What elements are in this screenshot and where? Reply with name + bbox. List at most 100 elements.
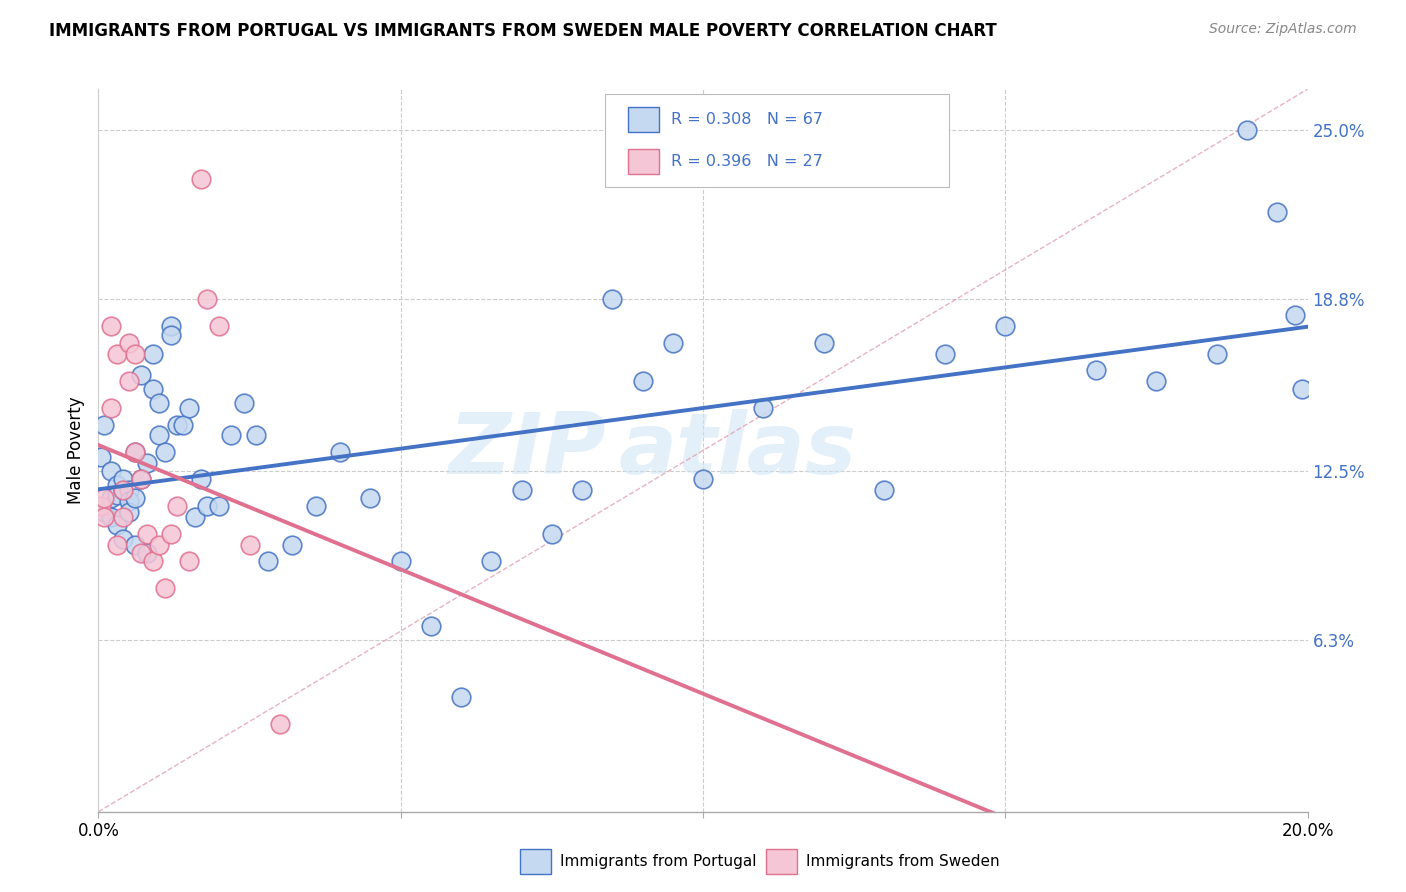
Point	[129, 546, 152, 560]
Point	[571, 483, 593, 497]
Point	[281, 537, 304, 551]
Point	[813, 335, 835, 350]
Point	[160, 526, 183, 541]
Point	[105, 488, 128, 502]
Point	[540, 526, 562, 541]
Text: R = 0.396   N = 27: R = 0.396 N = 27	[671, 154, 823, 169]
Text: ZIP: ZIP	[449, 409, 606, 492]
Point	[481, 554, 503, 568]
Point	[118, 505, 141, 519]
Point	[1144, 374, 1167, 388]
Point	[111, 483, 134, 497]
Point	[153, 445, 176, 459]
Point	[135, 456, 157, 470]
Point	[135, 526, 157, 541]
Point	[420, 619, 443, 633]
Point	[661, 335, 683, 350]
Text: Immigrants from Sweden: Immigrants from Sweden	[806, 855, 1000, 869]
Point	[142, 346, 165, 360]
Point	[105, 537, 128, 551]
Point	[934, 346, 956, 360]
Point	[105, 518, 128, 533]
Point	[111, 510, 134, 524]
Point	[450, 690, 472, 705]
Point	[111, 472, 134, 486]
Point	[1284, 309, 1306, 323]
Point	[124, 491, 146, 505]
Point	[184, 510, 207, 524]
Point	[208, 319, 231, 334]
Point	[752, 401, 775, 416]
Text: R = 0.308   N = 67: R = 0.308 N = 67	[671, 112, 823, 127]
Text: atlas: atlas	[619, 409, 856, 492]
Point	[389, 554, 412, 568]
Point	[100, 401, 122, 416]
Point	[873, 483, 896, 497]
Point	[111, 483, 134, 497]
Point	[148, 396, 170, 410]
Point	[179, 401, 201, 416]
Point	[100, 319, 122, 334]
Point	[93, 491, 115, 505]
Point	[90, 500, 112, 514]
Point	[148, 537, 170, 551]
Text: IMMIGRANTS FROM PORTUGAL VS IMMIGRANTS FROM SWEDEN MALE POVERTY CORRELATION CHAR: IMMIGRANTS FROM PORTUGAL VS IMMIGRANTS F…	[49, 22, 997, 40]
Point	[160, 319, 183, 334]
Point	[692, 472, 714, 486]
Point	[179, 554, 201, 568]
Point	[105, 477, 128, 491]
Point	[100, 510, 122, 524]
Point	[124, 445, 146, 459]
Point	[239, 537, 262, 551]
Y-axis label: Male Poverty: Male Poverty	[66, 397, 84, 504]
Point	[100, 464, 122, 478]
Point	[129, 472, 152, 486]
Point	[602, 292, 624, 306]
Point	[148, 428, 170, 442]
Point	[124, 445, 146, 459]
Point	[195, 292, 218, 306]
Point	[190, 472, 212, 486]
Point	[510, 483, 533, 497]
Point	[124, 537, 146, 551]
Point	[208, 500, 231, 514]
Point	[129, 472, 152, 486]
Point	[90, 450, 112, 465]
Point	[111, 532, 134, 546]
Point	[153, 581, 176, 595]
Point	[329, 445, 352, 459]
Point	[118, 335, 141, 350]
Point	[93, 510, 115, 524]
Point	[100, 491, 122, 505]
Point	[360, 491, 382, 505]
Point	[142, 554, 165, 568]
Point	[1267, 205, 1289, 219]
Point	[1085, 363, 1108, 377]
Point	[1206, 346, 1229, 360]
Text: Immigrants from Portugal: Immigrants from Portugal	[560, 855, 756, 869]
Point	[305, 500, 328, 514]
Point	[221, 428, 243, 442]
Point	[129, 368, 152, 383]
Text: Source: ZipAtlas.com: Source: ZipAtlas.com	[1209, 22, 1357, 37]
Point	[93, 505, 115, 519]
Point	[190, 172, 212, 186]
Point	[1291, 382, 1313, 396]
Point	[245, 428, 267, 442]
Point	[195, 500, 218, 514]
Point	[994, 319, 1017, 334]
Point	[105, 346, 128, 360]
Point	[118, 374, 141, 388]
Point	[118, 483, 141, 497]
Point	[142, 382, 165, 396]
Point	[172, 417, 194, 432]
Point	[93, 417, 115, 432]
Point	[166, 500, 188, 514]
Point	[1236, 123, 1258, 137]
Point	[135, 546, 157, 560]
Point	[256, 554, 278, 568]
Point	[232, 396, 254, 410]
Point	[124, 346, 146, 360]
Point	[631, 374, 654, 388]
Point	[166, 417, 188, 432]
